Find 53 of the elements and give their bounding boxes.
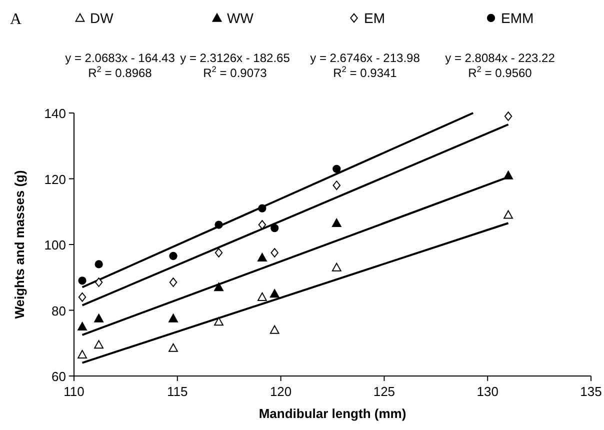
x-axis-title: Mandibular length (mm) (258, 406, 406, 421)
x-tick-label: 135 (580, 384, 602, 399)
point (258, 220, 266, 230)
point (504, 170, 513, 180)
point (168, 343, 178, 352)
point (94, 278, 103, 288)
y-tick-label: 140 (44, 106, 66, 121)
legend-label: EM (364, 10, 385, 26)
point (270, 325, 280, 334)
text: y = 2.8084x - 223.22 R$^{2}$ = 0.9560 (445, 51, 556, 80)
point (94, 340, 104, 349)
point (169, 278, 178, 288)
point (504, 112, 512, 121)
point (332, 262, 342, 272)
point (94, 314, 104, 322)
y-tick-label: 60 (52, 369, 66, 384)
point (168, 314, 178, 322)
chart-title: A (10, 11, 22, 28)
point (78, 276, 86, 285)
x-tick-label: 110 (64, 384, 84, 399)
point (78, 350, 87, 358)
y-tick-label: 120 (44, 172, 66, 187)
point (332, 180, 340, 190)
point (270, 289, 280, 298)
y-tick-label: 100 (44, 238, 66, 252)
point (504, 210, 513, 219)
legend-label: WW (227, 10, 254, 26)
legend-label: DW (90, 10, 114, 26)
x-tick-label: 125 (373, 384, 396, 399)
point (169, 252, 178, 260)
text: y = 2.3126x - 182.65 R$^{2}$ = 0.9073 (180, 51, 290, 80)
legend-label: EMM (501, 10, 534, 26)
point (332, 218, 342, 227)
y-tick-label: 80 (52, 303, 66, 318)
point (78, 292, 86, 302)
text: y = 2.6746x - 213.98 R$^{2}$ = 0.9341 (310, 51, 420, 80)
point (270, 248, 278, 258)
point (214, 248, 223, 258)
x-tick-label: 130 (476, 384, 498, 399)
point (257, 292, 267, 301)
point (214, 220, 223, 229)
point (258, 204, 266, 212)
point (270, 224, 279, 232)
x-tick-label: 115 (167, 384, 188, 399)
point (332, 164, 341, 173)
y-axis-title: Weights and masses (g) (12, 170, 27, 319)
point (94, 260, 103, 268)
text: y = 2.0683x - 164.43 R$^{2}$ = 0.8968 (65, 51, 176, 80)
point (214, 282, 224, 292)
x-tick-label: 120 (270, 384, 292, 399)
point (78, 322, 87, 331)
point (214, 317, 224, 326)
point (257, 252, 267, 262)
